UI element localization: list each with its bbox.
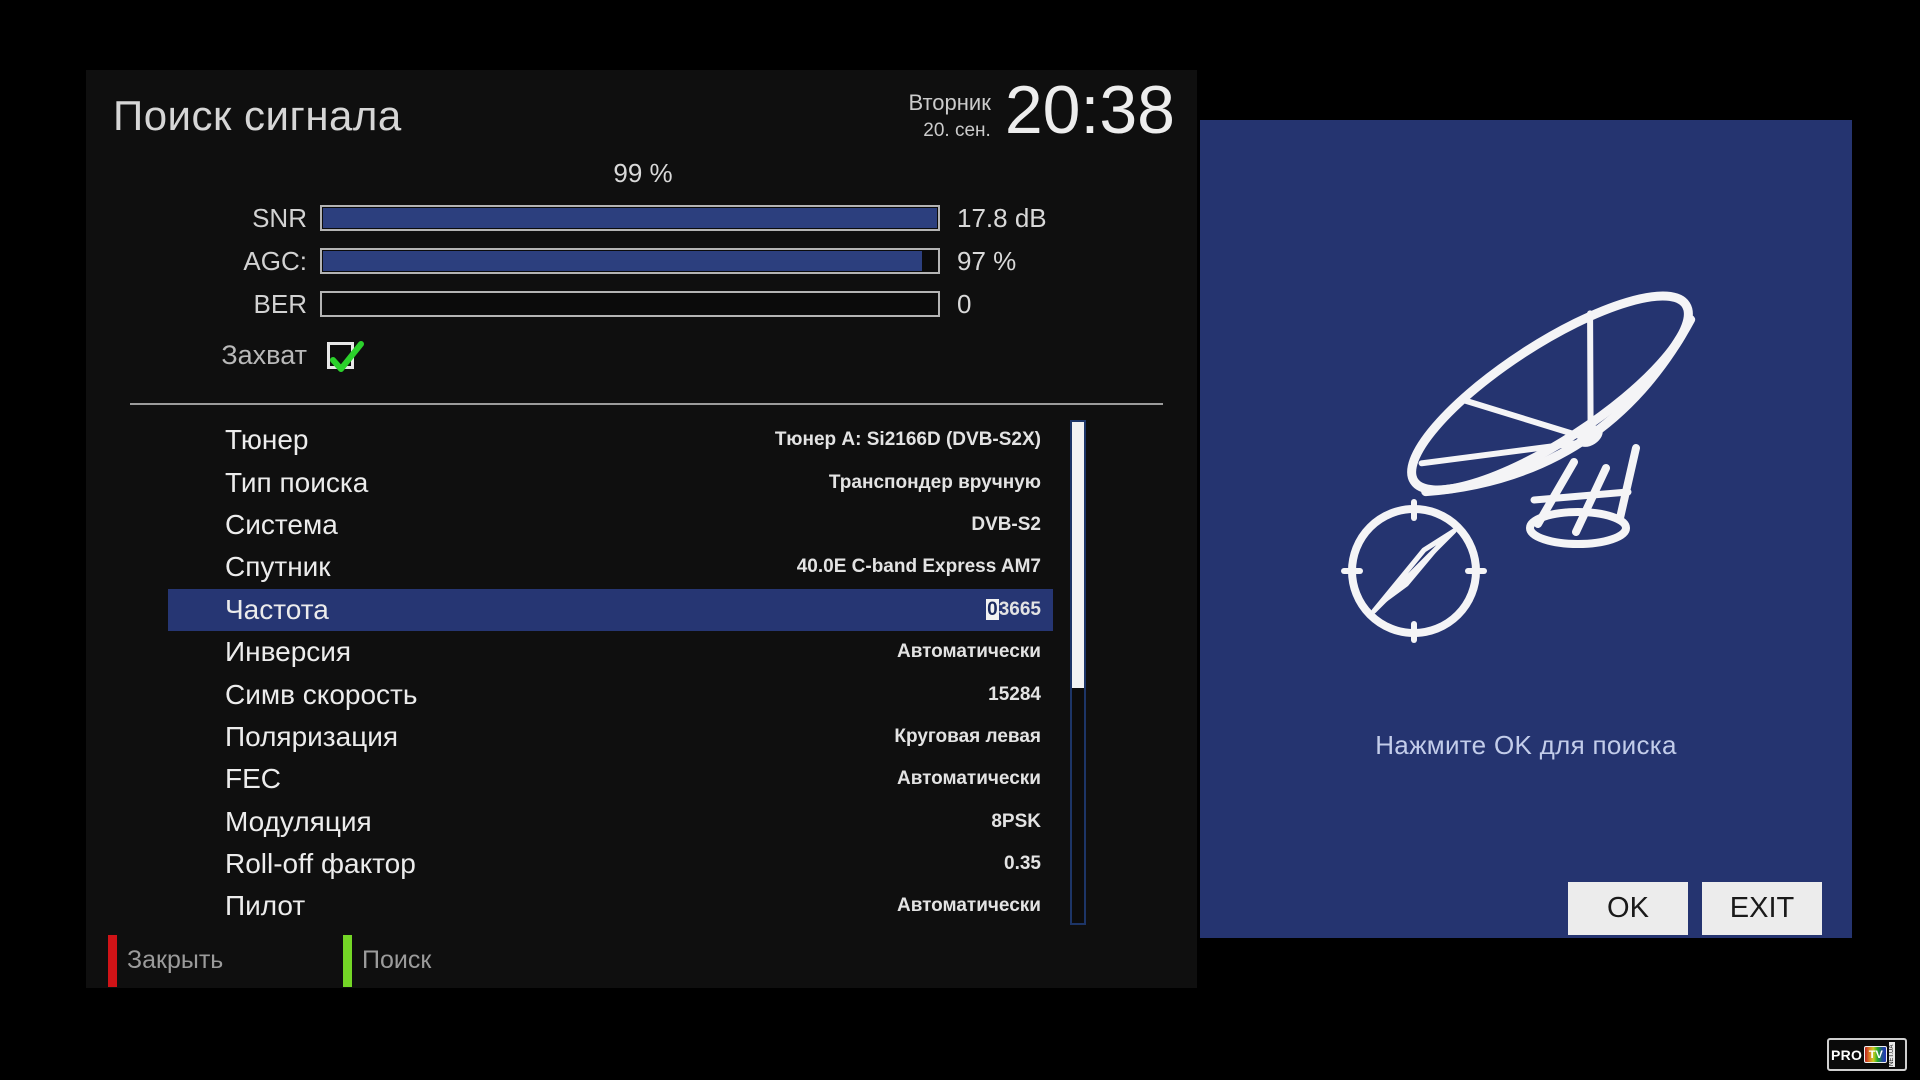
meter-row: SNR 17.8 dB <box>86 202 1047 233</box>
meter-value: 97 % <box>957 245 1017 276</box>
close-hint[interactable]: Закрыть <box>127 946 224 974</box>
setting-label: Система <box>225 508 338 540</box>
setting-value: 40.0E C-band Express AM7 <box>796 556 1041 578</box>
setting-value: 15284 <box>988 683 1041 705</box>
page-title: Поиск сигнала <box>113 92 402 139</box>
setting-label: FEC <box>225 763 281 795</box>
settings-row[interactable]: Спутник 40.0E C-band Express AM7 <box>168 546 1053 588</box>
meter-label: AGC: <box>243 245 307 276</box>
meter-value: 0 <box>957 288 972 319</box>
settings-list: Тюнер Тюнер A: Si2166D (DVB-S2X) Тип пои… <box>168 419 1053 928</box>
clock-block: Вторник 20. сен. 20:38 <box>909 72 1175 148</box>
setting-label: Пилот <box>225 890 306 922</box>
section-divider <box>130 403 1163 405</box>
meter-bar-fill <box>323 251 922 271</box>
setting-value: DVB-S2 <box>971 513 1041 535</box>
settings-row[interactable]: Модуляция 8PSK <box>168 801 1053 843</box>
setting-value: Транспондер вручную <box>828 471 1041 493</box>
press-ok-message: Нажмите OK для поиска <box>1375 730 1677 760</box>
lock-checkbox[interactable] <box>327 341 364 372</box>
logo-tv-icon: TV <box>1864 1046 1888 1063</box>
setting-value: Автоматически <box>896 895 1041 917</box>
settings-row[interactable]: Пилот Автоматически <box>168 885 1053 927</box>
satellite-dish-icon <box>1341 291 1696 643</box>
checkmark-icon <box>330 341 364 372</box>
setting-label: Roll-off фактор <box>225 848 416 880</box>
ok-button[interactable]: OK <box>1568 882 1688 935</box>
edit-cursor: 0 <box>986 598 999 620</box>
settings-row[interactable]: Поляризация Круговая левая <box>168 716 1053 758</box>
signal-meters: SNR 17.8 dB AGC: 97 % BER 0 <box>86 202 1047 333</box>
scrollbar-thumb[interactable] <box>1072 422 1084 688</box>
setting-label: Частота <box>225 593 329 625</box>
signal-quality-percent: 99 % <box>613 158 673 188</box>
settings-row[interactable]: Тюнер Тюнер A: Si2166D (DVB-S2X) <box>168 419 1053 461</box>
meter-bar <box>320 248 940 274</box>
meter-bar <box>320 291 940 317</box>
date-label: 20. сен. <box>923 120 991 141</box>
setting-value: Автоматически <box>896 641 1041 663</box>
weekday-label: Вторник <box>908 90 991 115</box>
setting-value: 8PSK <box>991 810 1041 832</box>
green-key-icon <box>343 935 352 987</box>
logo-netua-text: NET.UA <box>1889 1042 1896 1067</box>
settings-row[interactable]: Инверсия Автоматически <box>168 631 1053 673</box>
settings-row[interactable]: Система DVB-S2 <box>168 504 1053 546</box>
clock-time: 20:38 <box>1004 72 1175 148</box>
meter-label: BER <box>253 288 307 319</box>
signal-search-dialog: Поиск сигнала Вторник 20. сен. 20:38 99 … <box>86 70 1197 988</box>
red-key-icon <box>108 935 117 987</box>
setting-value: Круговая левая <box>894 725 1041 747</box>
exit-button[interactable]: EXIT <box>1702 882 1822 935</box>
settings-row[interactable]: Частота 03665 <box>168 588 1053 631</box>
setting-label: Инверсия <box>225 636 352 668</box>
setting-value: 03665 <box>986 598 1041 620</box>
setting-label: Поляризация <box>225 720 399 752</box>
meter-label: SNR <box>252 202 307 233</box>
settings-row[interactable]: Симв скорость 15284 <box>168 673 1053 715</box>
setting-label: Спутник <box>225 551 331 583</box>
setting-value: 0.35 <box>1004 853 1041 875</box>
meter-row: AGC: 97 % <box>86 245 1047 276</box>
lock-label: Захват <box>221 340 307 370</box>
setting-label: Тип поиска <box>225 466 369 498</box>
meter-bar-fill <box>323 208 937 228</box>
settings-row[interactable]: Roll-off фактор 0.35 <box>168 843 1053 885</box>
channel-logo: PRO TV NET.UA <box>1827 1038 1907 1071</box>
setting-label: Модуляция <box>225 805 372 837</box>
lock-row: Захват <box>86 340 364 372</box>
setting-label: Симв скорость <box>225 678 418 710</box>
logo-pro-text: PRO <box>1831 1046 1863 1063</box>
settings-row[interactable]: Тип поиска Транспондер вручную <box>168 461 1053 503</box>
meter-row: BER 0 <box>86 288 1047 319</box>
meter-value: 17.8 dB <box>957 202 1047 233</box>
setting-label: Тюнер <box>225 424 309 456</box>
search-prompt-panel: Нажмите OK для поиска OK EXIT <box>1200 120 1852 938</box>
search-hint[interactable]: Поиск <box>362 946 432 974</box>
scrollbar[interactable] <box>1070 420 1086 925</box>
date-block: Вторник 20. сен. <box>909 90 991 142</box>
setting-value: Автоматически <box>896 768 1041 790</box>
setting-value: Тюнер A: Si2166D (DVB-S2X) <box>774 429 1041 451</box>
settings-row[interactable]: FEC Автоматически <box>168 758 1053 800</box>
meter-bar <box>320 205 940 231</box>
